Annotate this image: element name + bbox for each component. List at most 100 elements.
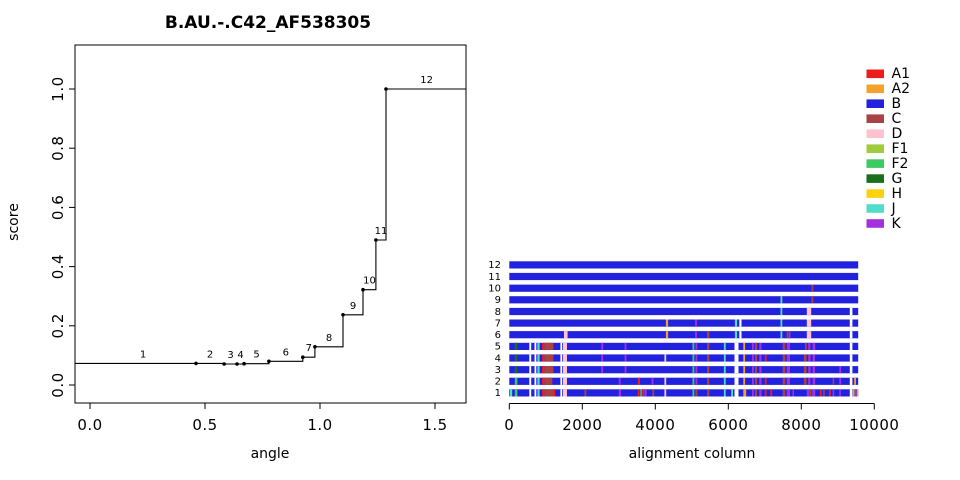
alignment-segment-C [544, 354, 554, 362]
alignment-segment-K [808, 354, 811, 362]
alignment-segment-A2 [852, 389, 855, 397]
alignment-gap [560, 354, 563, 362]
step-point [374, 238, 378, 242]
alignment-segment-A1 [542, 366, 545, 374]
alignment-segment-K [812, 377, 816, 385]
legend-swatch-K [866, 219, 884, 228]
alignment-gap [849, 389, 853, 397]
y-tick-label: 0.6 [49, 195, 67, 220]
legend-label: B [892, 96, 902, 112]
alignment-segment-D [806, 319, 812, 327]
alignment-gap [534, 354, 537, 362]
alignment-gap [529, 389, 532, 397]
step-point [301, 355, 305, 360]
alignment-segment-C [811, 296, 814, 304]
alignment-segment-F2 [692, 342, 695, 350]
alignment-bar-row: 2 [495, 377, 859, 388]
left-x-axis-label: angle [251, 446, 290, 462]
alignment-segment-K [651, 377, 654, 385]
alignment-segment-F2 [640, 389, 642, 397]
alignment-segment-J [734, 319, 738, 327]
y-tick-label: 1.0 [49, 76, 67, 101]
alignment-segment-D [563, 354, 567, 362]
alignment-segment-J [537, 366, 540, 374]
alignment-segment-A1 [542, 342, 545, 350]
legend-swatch-C [866, 114, 884, 123]
alignment-segment-K [624, 354, 627, 362]
alignment-bar-row: 1 [495, 388, 859, 399]
alignment-segment-C [544, 377, 553, 385]
alignment-segment-K [806, 389, 810, 397]
alignment-segment-C [803, 354, 807, 362]
alignment-segment-K [618, 377, 621, 385]
alignment-bar-base [509, 342, 859, 350]
alignment-bar-base [509, 319, 859, 327]
alignment-gap [560, 342, 563, 350]
x-tick-label: 1.0 [307, 416, 332, 434]
alignment-segment-K [759, 342, 762, 350]
alignment-segment-J [723, 366, 726, 374]
alignment-segment-K [812, 342, 816, 350]
alignment-segment-G [514, 342, 518, 350]
alignment-segment-C [544, 342, 554, 350]
alignment-segment-J [537, 389, 540, 397]
alignment-segment-J [731, 389, 733, 397]
alignment-gap [534, 366, 537, 374]
alignment-segment-K [752, 366, 754, 374]
x-tick-label: 0 [504, 416, 514, 434]
alignment-segment-A1 [764, 377, 767, 385]
alignment-segment-K [752, 342, 754, 350]
alignment-segment-J [780, 319, 783, 327]
alignment-segment-D [664, 377, 667, 385]
x-tick-label: 0.0 [77, 416, 102, 434]
alignment-bar-base [509, 307, 859, 316]
alignment-segment-K [855, 389, 857, 397]
legend-label: K [892, 216, 902, 232]
alignment-segment-A1 [819, 389, 822, 397]
step-point [361, 287, 365, 292]
alignment-segment-A1 [770, 389, 773, 397]
alignment-segment-A1 [542, 389, 545, 397]
alignment-segment-D [563, 389, 567, 397]
alignment-segment-F2 [692, 377, 695, 385]
row-label: 1 [495, 388, 501, 399]
alignment-segment-C [707, 389, 710, 397]
legend-swatch-F1 [866, 144, 884, 153]
alignment-segment-K [759, 366, 762, 374]
row-label: 5 [495, 342, 501, 353]
alignment-bar-row: 7 [495, 318, 859, 329]
legend-swatch-D [866, 129, 884, 138]
step-point [242, 361, 246, 366]
alignment-gap [849, 331, 853, 339]
legend-entry: G [866, 171, 902, 187]
alignment-segment-K [601, 342, 604, 350]
right-x-axis-label: alignment column [629, 446, 756, 462]
legend-swatch-G [866, 174, 884, 183]
alignment-segment-C [707, 354, 710, 362]
alignment-gap [849, 342, 853, 350]
legend-entry: F2 [866, 156, 908, 172]
alignment-segment-A1 [542, 377, 545, 385]
alignment-segment-D [806, 307, 812, 316]
legend-entry: B [866, 96, 902, 112]
legend-entry: A1 [866, 66, 910, 82]
legend-label: H [892, 186, 903, 202]
legend-label: J [891, 201, 896, 217]
alignment-segment-C [754, 389, 758, 397]
alignment-gap [560, 366, 563, 374]
alignment-segment-K [812, 389, 816, 397]
alignment-bar-base [509, 389, 859, 397]
alignment-segment-K [695, 377, 698, 385]
alignment-segment-D [563, 342, 567, 350]
legend-entry: D [866, 126, 902, 142]
alignment-bar-row: 9 [495, 295, 859, 306]
legend-swatch-J [866, 204, 884, 213]
alignment-segment-C [782, 389, 786, 397]
alignment-segment-K [624, 366, 627, 374]
alignment-gap [849, 354, 853, 362]
alignment-bar-row: 12 [488, 260, 859, 271]
alignment-segment-F2 [692, 354, 695, 362]
step-point [384, 87, 388, 91]
